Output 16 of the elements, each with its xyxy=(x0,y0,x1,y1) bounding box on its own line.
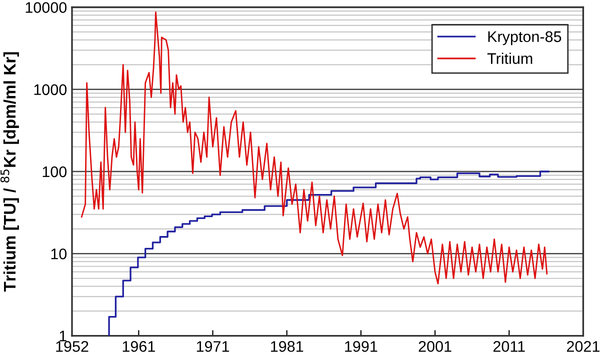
y-axis-title: Tritium [TU] / $^{85}$Kr [dpm/ml Kr] xyxy=(0,52,19,292)
y-tick-label: 10 xyxy=(51,248,67,260)
x-tick-label: 1981 xyxy=(271,341,304,352)
x-tick-label: 1991 xyxy=(345,341,378,352)
legend-label: Krypton-85 xyxy=(488,31,562,46)
x-tick-label: 1961 xyxy=(122,341,155,352)
x-tick-label: 1952 xyxy=(56,341,88,352)
y-tick-label: 1 xyxy=(60,330,66,342)
x-tick-label: 1971 xyxy=(196,341,230,352)
y-tick-label: 10000 xyxy=(26,2,67,13)
x-tick-label: 2001 xyxy=(418,341,452,352)
y-tick-label: 100 xyxy=(42,166,67,178)
x-tick-label: 2021 xyxy=(566,341,600,352)
y-tick-label: 1000 xyxy=(34,84,67,96)
legend-label: Tritium xyxy=(487,52,532,64)
x-tick-label: 2011 xyxy=(493,341,525,352)
